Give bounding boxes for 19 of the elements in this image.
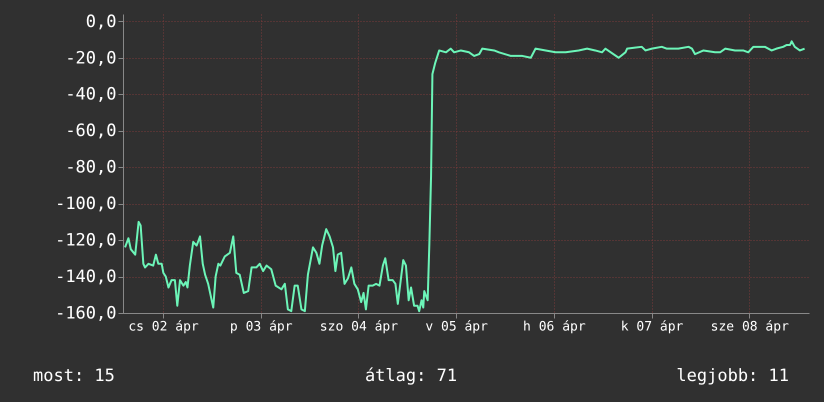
text: most: 15 (33, 366, 115, 386)
y-tick-label: 0,0 (86, 12, 116, 32)
y-tick-label: -40,0 (65, 84, 116, 105)
x-tick-label: h 06 ápr (523, 320, 586, 334)
y-tick-label: -120,0 (55, 230, 116, 251)
text: átlag: 71 (364, 366, 458, 386)
y-tick-label: -100,0 (55, 194, 116, 214)
y-tick-label: -20,0 (65, 48, 116, 68)
x-tick-label: cs 02 ápr (128, 320, 199, 334)
x-tick-label: szo 04 ápr (320, 320, 398, 334)
y-tick-label: -60,0 (65, 121, 116, 142)
x-tick-label: k 07 ápr (620, 320, 684, 334)
y-tick-label: -140,0 (55, 267, 116, 288)
x-tick-label: v 05 ápr (425, 320, 488, 334)
y-tick-label: -80,0 (65, 158, 116, 178)
y-tick-label: -160,0 (55, 304, 116, 324)
x-tick-label: sze 08 ápr (710, 320, 790, 334)
x-tick-label: p 03 ápr (230, 320, 293, 334)
text: legjobb: 11 (676, 366, 789, 386)
